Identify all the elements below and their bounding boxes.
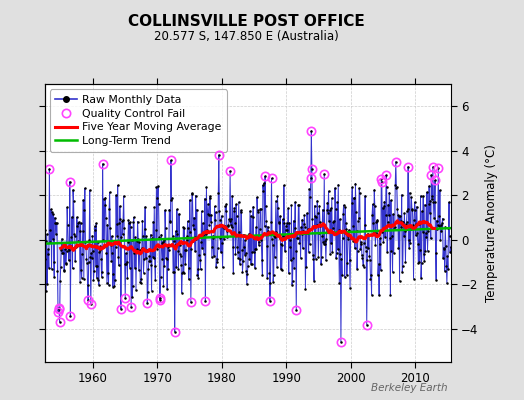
Legend: Raw Monthly Data, Quality Control Fail, Five Year Moving Average, Long-Term Tren: Raw Monthly Data, Quality Control Fail, … xyxy=(50,90,227,152)
Text: Berkeley Earth: Berkeley Earth xyxy=(372,383,448,393)
Text: 20.577 S, 147.850 E (Australia): 20.577 S, 147.850 E (Australia) xyxy=(154,30,339,43)
Y-axis label: Temperature Anomaly (°C): Temperature Anomaly (°C) xyxy=(485,144,498,302)
Text: COLLINSVILLE POST OFFICE: COLLINSVILLE POST OFFICE xyxy=(128,14,365,29)
